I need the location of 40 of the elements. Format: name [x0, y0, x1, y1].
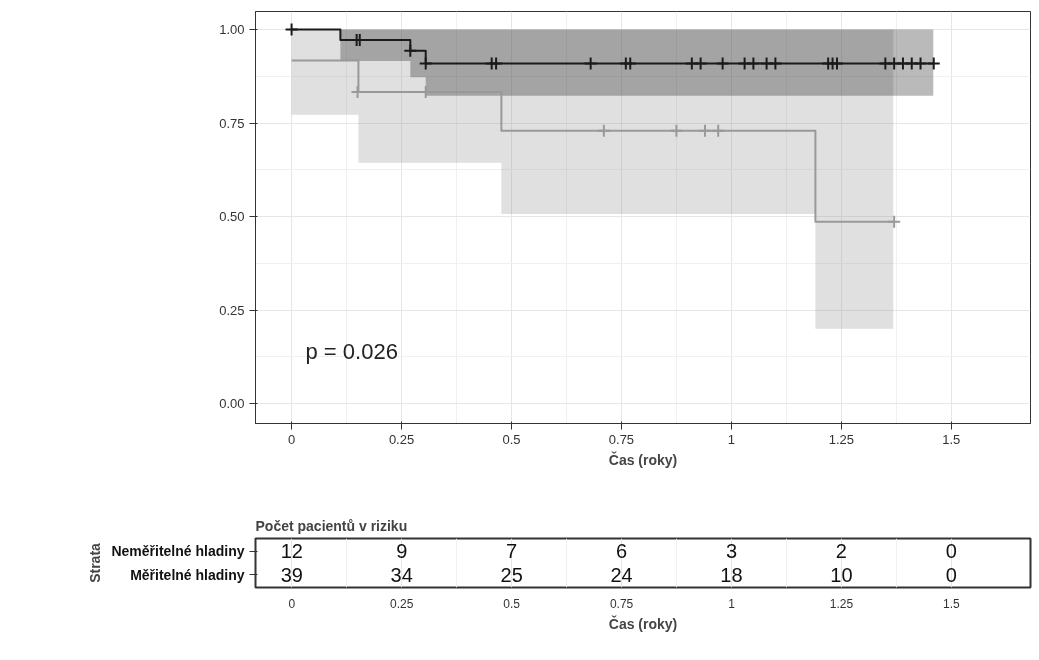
x-axis-title: Čas (roky)	[608, 450, 678, 468]
y-axis-title: Strata	[87, 542, 104, 583]
y-tick-label: Neměřitelné hladiny	[111, 543, 245, 560]
data-label: 25	[500, 563, 523, 586]
data-label: 6	[616, 540, 628, 563]
x-tick-label: 1.5	[942, 431, 961, 447]
y-tick-label: 0.25	[219, 302, 245, 318]
x-tick-label: 1	[727, 431, 736, 447]
data-label: 2	[835, 540, 847, 563]
x-tick-label: 0	[287, 431, 296, 447]
x-tick-label: 1.5	[943, 596, 961, 611]
data-label: 9	[396, 540, 408, 563]
data-label: 39	[280, 563, 303, 586]
x-tick-label: 0.5	[503, 596, 521, 611]
data-label: 34	[390, 563, 413, 586]
data-label: 3	[725, 540, 738, 563]
y-tick-label: Měřitelné hladiny	[130, 566, 245, 583]
data-label: 7	[506, 540, 518, 563]
x-tick-label: 0	[288, 596, 296, 611]
y-tick-label: 0.00	[219, 396, 245, 412]
y-tick-label: 0.75	[219, 115, 245, 131]
x-tick-label: 1	[728, 596, 736, 611]
x-axis-title: Čas (roky)	[608, 614, 678, 632]
x-tick-label: 1.25	[828, 431, 855, 447]
data-label: 12	[280, 540, 303, 563]
x-tick-label: 1.25	[829, 596, 854, 611]
y-tick-label: 1.00	[219, 21, 245, 37]
data-label: 0	[945, 563, 957, 586]
data-label: 10	[830, 563, 853, 586]
x-tick-label: 0.25	[388, 431, 415, 447]
y-tick-label: 0.50	[219, 209, 245, 225]
data-label: 0	[945, 540, 957, 563]
chart-title: Počet pacientů v riziku	[255, 517, 408, 534]
x-tick-label: 0.75	[609, 596, 634, 611]
annotation: p = 0.026	[305, 338, 398, 364]
x-tick-label: 0.75	[608, 431, 635, 447]
x-tick-label: 0.25	[390, 596, 414, 611]
x-tick-label: 0.5	[502, 431, 521, 447]
data-label: 18	[720, 563, 743, 586]
data-label: 24	[610, 563, 633, 586]
